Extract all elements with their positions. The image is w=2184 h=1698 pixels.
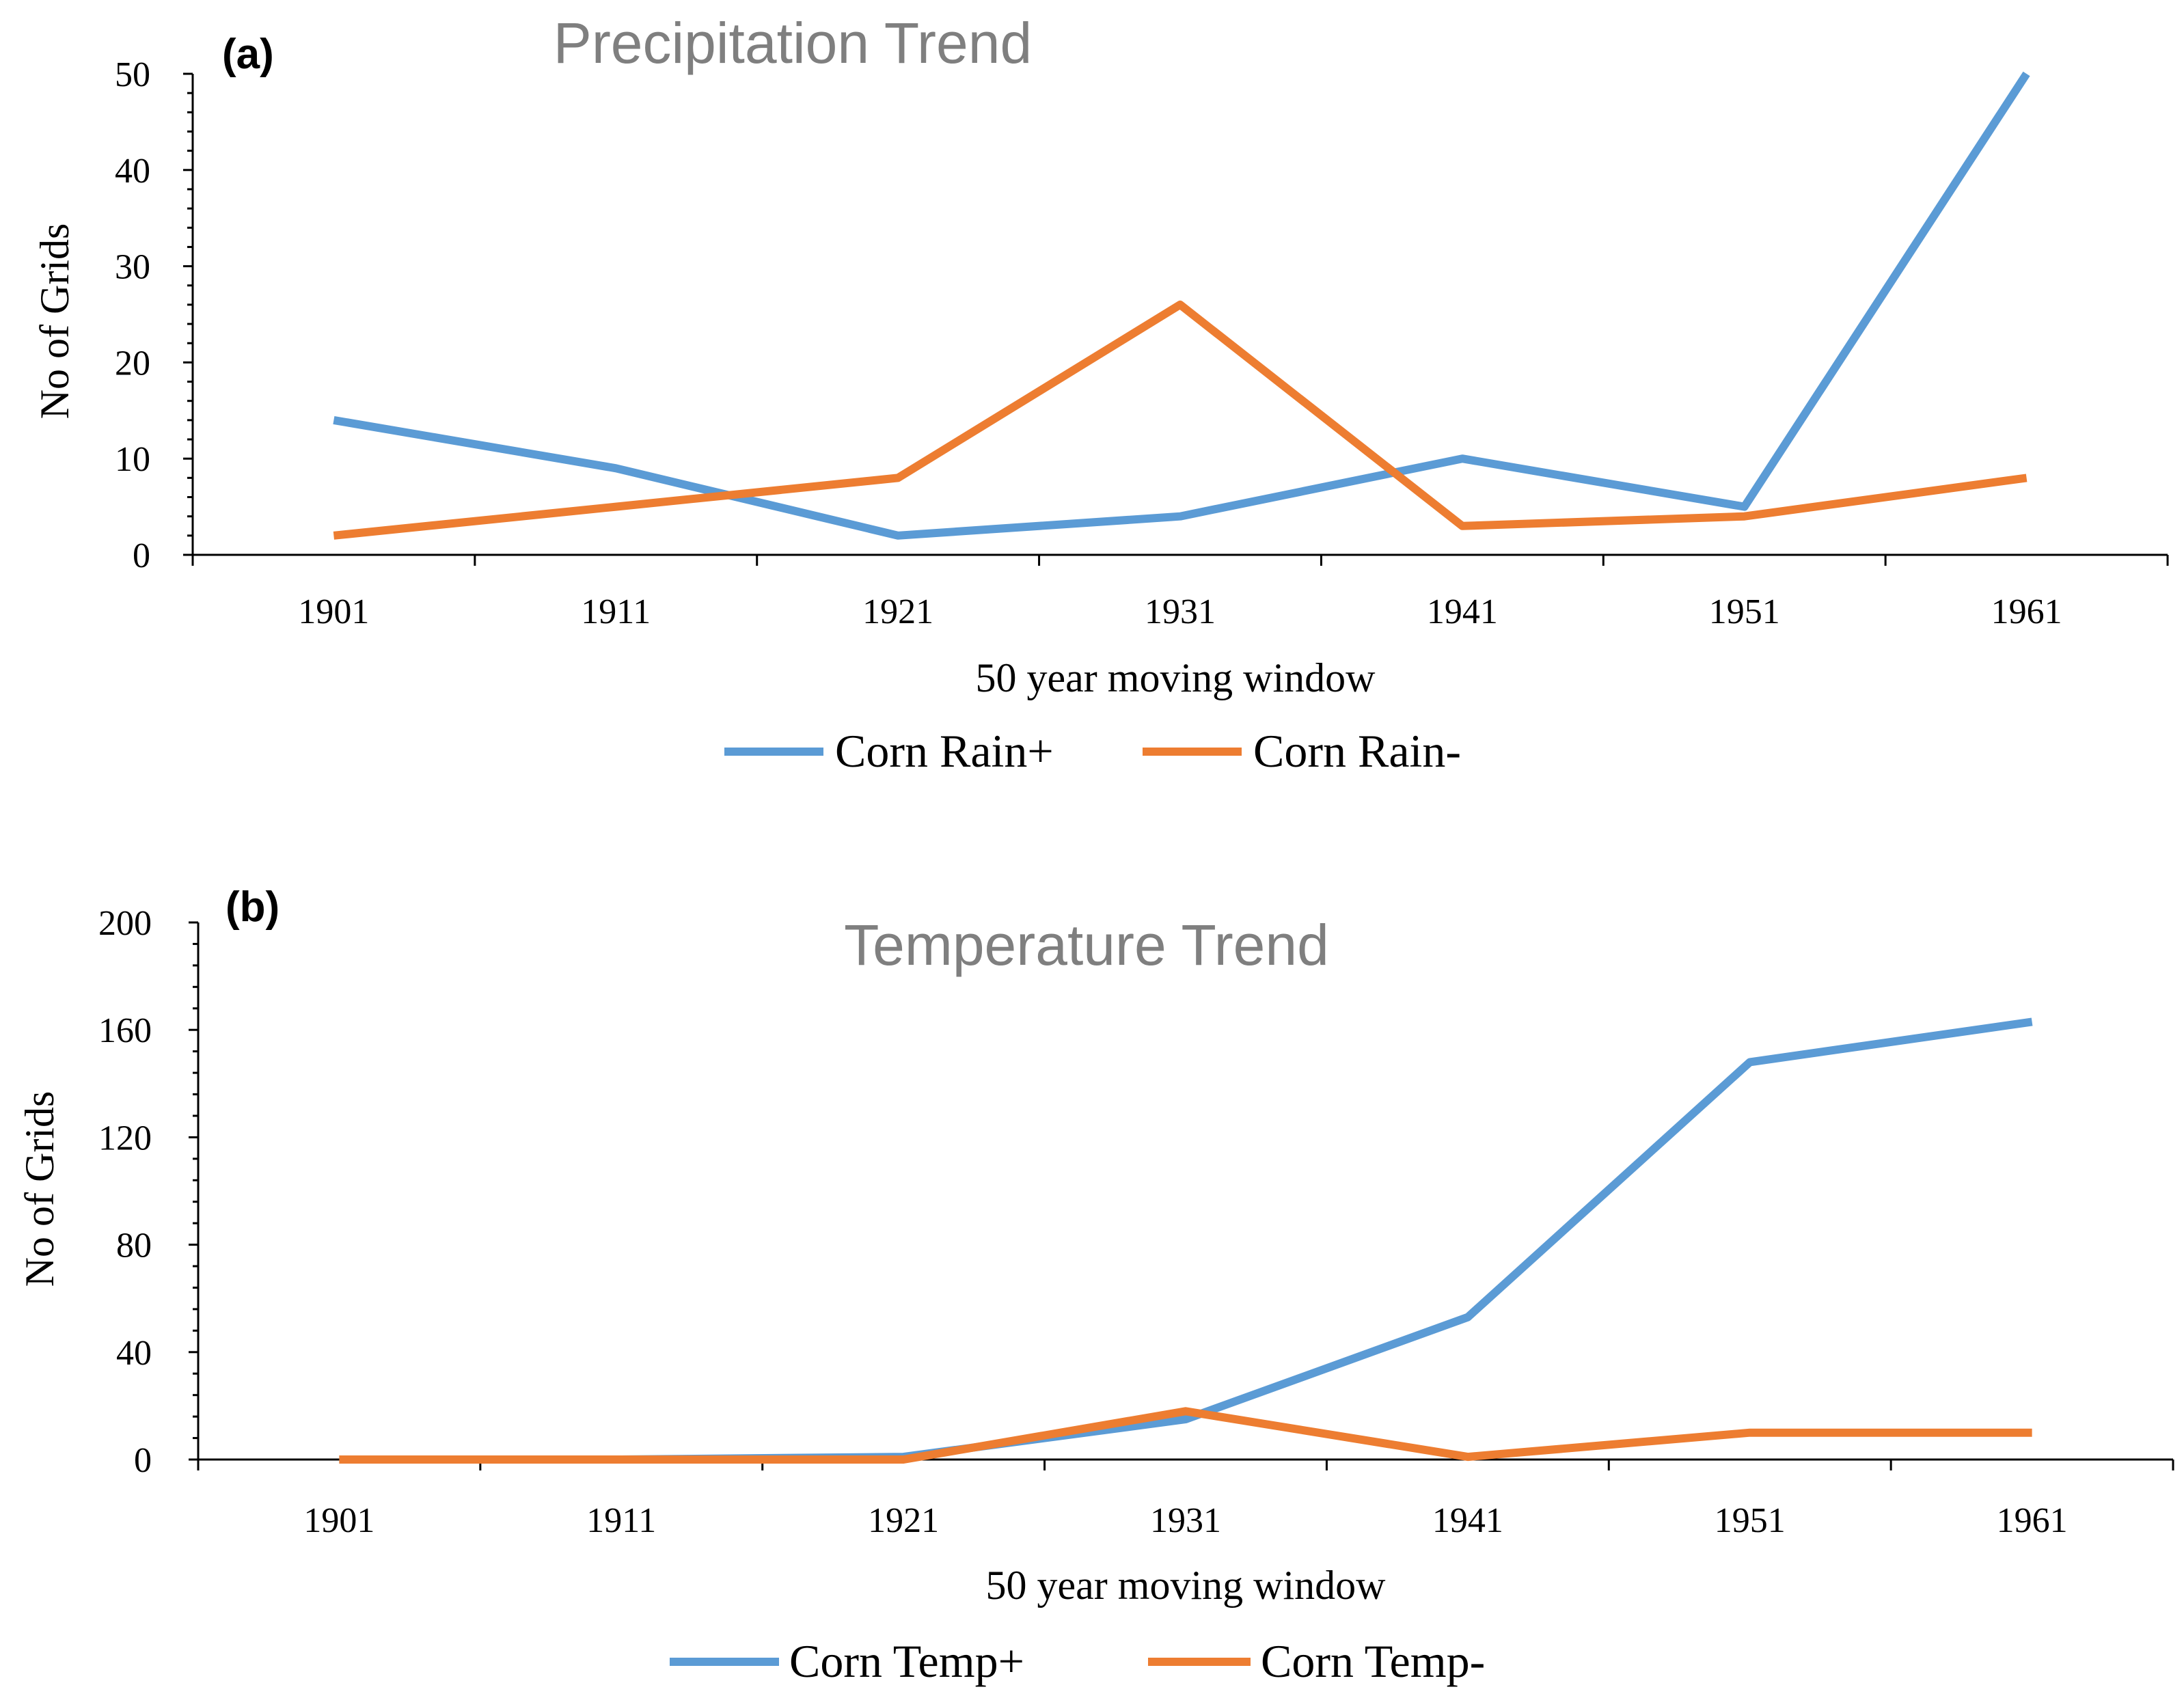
x-tick-label: 1901	[298, 592, 369, 631]
y-axis-label: No of Grids	[17, 1091, 62, 1287]
legend-label-series-1: Corn Rain+	[835, 725, 1054, 777]
y-tick-labels: 0 40 80 120 160 200	[98, 904, 152, 1480]
legend-label-series-2: Corn Temp-	[1261, 1635, 1485, 1687]
legend-label-series-2: Corn Rain-	[1253, 725, 1461, 777]
x-axis-label: 50 year moving window	[986, 1563, 1387, 1608]
x-tick-label: 1901	[303, 1501, 374, 1540]
chart-temperature: Temperature Trend (b) No of Grids 50 yea…	[17, 884, 2174, 1687]
panel-label: (a)	[222, 31, 274, 78]
y-tick-labels: 0 10 20 30 40 50	[115, 55, 150, 575]
y-axis-label: No of Grids	[32, 223, 77, 420]
plot-series	[339, 1017, 2033, 1464]
y-tick-label: 200	[98, 904, 152, 943]
y-tick-label: 160	[98, 1011, 152, 1050]
plot-series	[333, 71, 2030, 540]
legend: Corn Rain+ Corn Rain-	[724, 725, 1461, 777]
x-tick-label: 1911	[586, 1501, 656, 1540]
x-tick-label: 1941	[1432, 1501, 1503, 1540]
y-tick-label: 40	[115, 152, 150, 191]
y-tick-label: 0	[134, 1441, 152, 1480]
legend: Corn Temp+ Corn Temp-	[670, 1635, 1485, 1687]
series-line-1	[333, 71, 2030, 540]
y-tick-label: 120	[98, 1119, 152, 1158]
series-line-2	[339, 1407, 2032, 1464]
chart-title: Precipitation Trend	[554, 11, 1032, 75]
x-tick-label: 1941	[1427, 592, 1498, 631]
x-tick-labels: 1901 1911 1921 1931 1941 1951 1961	[298, 592, 2062, 631]
panel-label: (b)	[226, 884, 279, 931]
x-axis-label: 50 year moving window	[976, 655, 1376, 700]
axes	[189, 921, 2174, 1470]
x-tick-label: 1961	[1991, 592, 2062, 631]
y-tick-label: 40	[116, 1334, 152, 1373]
x-tick-label: 1931	[1145, 592, 1216, 631]
series-line-1	[339, 1017, 2033, 1464]
x-tick-label: 1951	[1709, 592, 1780, 631]
axes	[183, 72, 2169, 566]
x-tick-label: 1931	[1150, 1501, 1221, 1540]
x-tick-label: 1911	[581, 592, 651, 631]
x-tick-label: 1951	[1715, 1501, 1786, 1540]
y-tick-label: 20	[115, 344, 150, 383]
y-tick-label: 30	[115, 248, 150, 287]
y-tick-label: 50	[115, 55, 150, 94]
y-tick-label: 0	[133, 536, 150, 575]
y-tick-label: 10	[115, 440, 150, 479]
x-tick-label: 1921	[868, 1501, 939, 1540]
x-tick-label: 1921	[862, 592, 933, 631]
y-tick-label: 80	[116, 1227, 152, 1265]
x-tick-labels: 1901 1911 1921 1931 1941 1951 1961	[303, 1501, 2067, 1540]
series-line-2	[333, 300, 2028, 540]
x-tick-label: 1961	[1997, 1501, 2068, 1540]
chart-title: Temperature Trend	[844, 913, 1329, 977]
legend-label-series-1: Corn Temp+	[789, 1635, 1024, 1687]
chart-precipitation: Precipitation Trend (a) No of Grids 50 y…	[32, 11, 2169, 777]
